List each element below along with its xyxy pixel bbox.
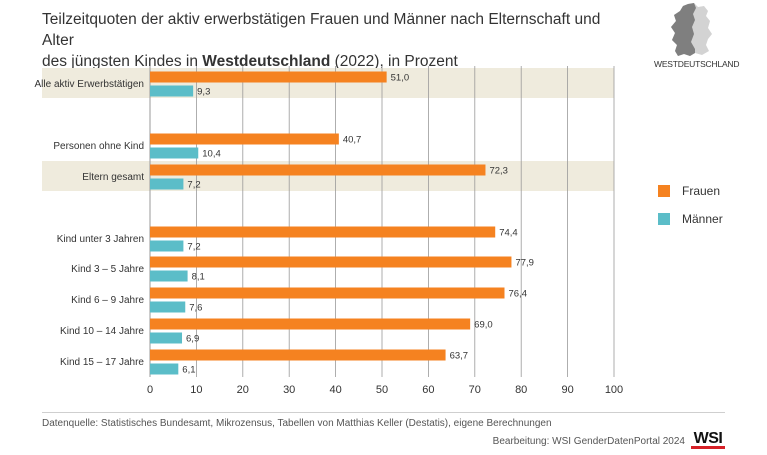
bar-frauen — [150, 71, 387, 83]
data-label-frauen: 76,4 — [508, 289, 526, 300]
data-label-maenner: 10,4 — [202, 149, 221, 160]
bar-frauen — [150, 256, 512, 268]
data-label-maenner: 6,1 — [182, 365, 195, 376]
bar-frauen — [150, 349, 446, 361]
category-label: Eltern gesamt — [82, 172, 144, 183]
legend-item-frauen: Frauen — [658, 184, 720, 198]
source-note: Datenquelle: Statistisches Bundesamt, Mi… — [42, 418, 552, 429]
bar-frauen — [150, 226, 496, 238]
map-label: WESTDEUTSCHLAND — [654, 59, 740, 69]
x-tick-label: 30 — [283, 384, 295, 396]
data-label-maenner: 9,3 — [197, 87, 210, 98]
data-label-maenner: 6,9 — [186, 334, 199, 345]
bar-frauen — [150, 318, 471, 330]
x-tick-label: 0 — [147, 384, 153, 396]
chart-title: Teilzeitquoten der aktiv erwerbstätigen … — [42, 9, 602, 72]
data-label-maenner: 7,2 — [187, 242, 200, 253]
title-line-2-suffix: (2022), in Prozent — [330, 53, 458, 70]
title-region: Westdeutschland — [202, 53, 331, 70]
x-tick-label: 80 — [515, 384, 527, 396]
bar-frauen — [150, 164, 486, 176]
category-label: Kind 15 – 17 Jahre — [60, 357, 144, 368]
category-label: Kind 6 – 9 Jahre — [71, 295, 144, 306]
category-label: Alle aktiv Erwerbstätigen — [35, 79, 145, 90]
wsi-logo-underline — [691, 446, 725, 449]
data-label-frauen: 69,0 — [474, 320, 493, 331]
data-label-frauen: 77,9 — [515, 258, 534, 269]
legend-item-maenner: Männer — [658, 212, 723, 226]
data-label-maenner: 7,2 — [187, 180, 200, 191]
legend-swatch-frauen — [658, 185, 670, 197]
data-label-frauen: 40,7 — [343, 135, 362, 146]
x-tick-label: 20 — [237, 384, 249, 396]
x-tick-label: 70 — [469, 384, 481, 396]
bar-maenner — [150, 147, 199, 159]
title-line-1: Teilzeitquoten der aktiv erwerbstätigen … — [42, 11, 601, 49]
legend-label-maenner: Männer — [682, 212, 723, 226]
data-label-frauen: 74,4 — [499, 228, 518, 239]
category-label: Kind 3 – 5 Jahre — [71, 264, 144, 275]
title-line-2-prefix: des jüngsten Kindes in — [42, 53, 203, 70]
category-label: Kind 10 – 14 Jahre — [60, 326, 144, 337]
data-label-frauen: 72,3 — [489, 166, 508, 177]
bar-frauen — [150, 287, 505, 299]
bar-chart: 0 10 20 30 40 50 60 70 80 90 100 Alle aktiv Erwerbs… — [35, 66, 623, 396]
x-tick-label: 50 — [376, 384, 388, 396]
wsi-logo-text: WSI — [693, 430, 723, 447]
bar-maenner — [150, 363, 179, 375]
x-tick-label: 60 — [422, 384, 434, 396]
germany-map-icon — [671, 3, 712, 56]
x-tick-label: 10 — [190, 384, 202, 396]
data-label-maenner: 8,1 — [192, 272, 205, 283]
data-label-frauen: 51,0 — [391, 73, 410, 84]
bar-maenner — [150, 178, 184, 190]
bar-frauen — [150, 133, 339, 145]
bar-maenner — [150, 270, 188, 282]
bar-maenner — [150, 301, 186, 313]
legend-label-frauen: Frauen — [682, 184, 721, 198]
data-label-maenner: 7,6 — [189, 303, 202, 314]
legend-swatch-maenner — [658, 213, 670, 225]
category-label: Kind unter 3 Jahren — [57, 234, 144, 245]
bar-maenner — [150, 85, 194, 97]
bar-maenner — [150, 240, 184, 252]
bar-maenner — [150, 332, 183, 344]
x-tick-label: 90 — [561, 384, 573, 396]
footer-divider — [42, 412, 725, 413]
data-label-frauen: 63,7 — [450, 351, 469, 362]
x-tick-label: 40 — [329, 384, 341, 396]
x-tick-label: 100 — [605, 384, 623, 396]
wsi-logo: WSI — [691, 430, 725, 449]
credit-note: Bearbeitung: WSI GenderDatenPortal 2024 — [492, 436, 685, 447]
category-label: Personen ohne Kind — [53, 141, 144, 152]
